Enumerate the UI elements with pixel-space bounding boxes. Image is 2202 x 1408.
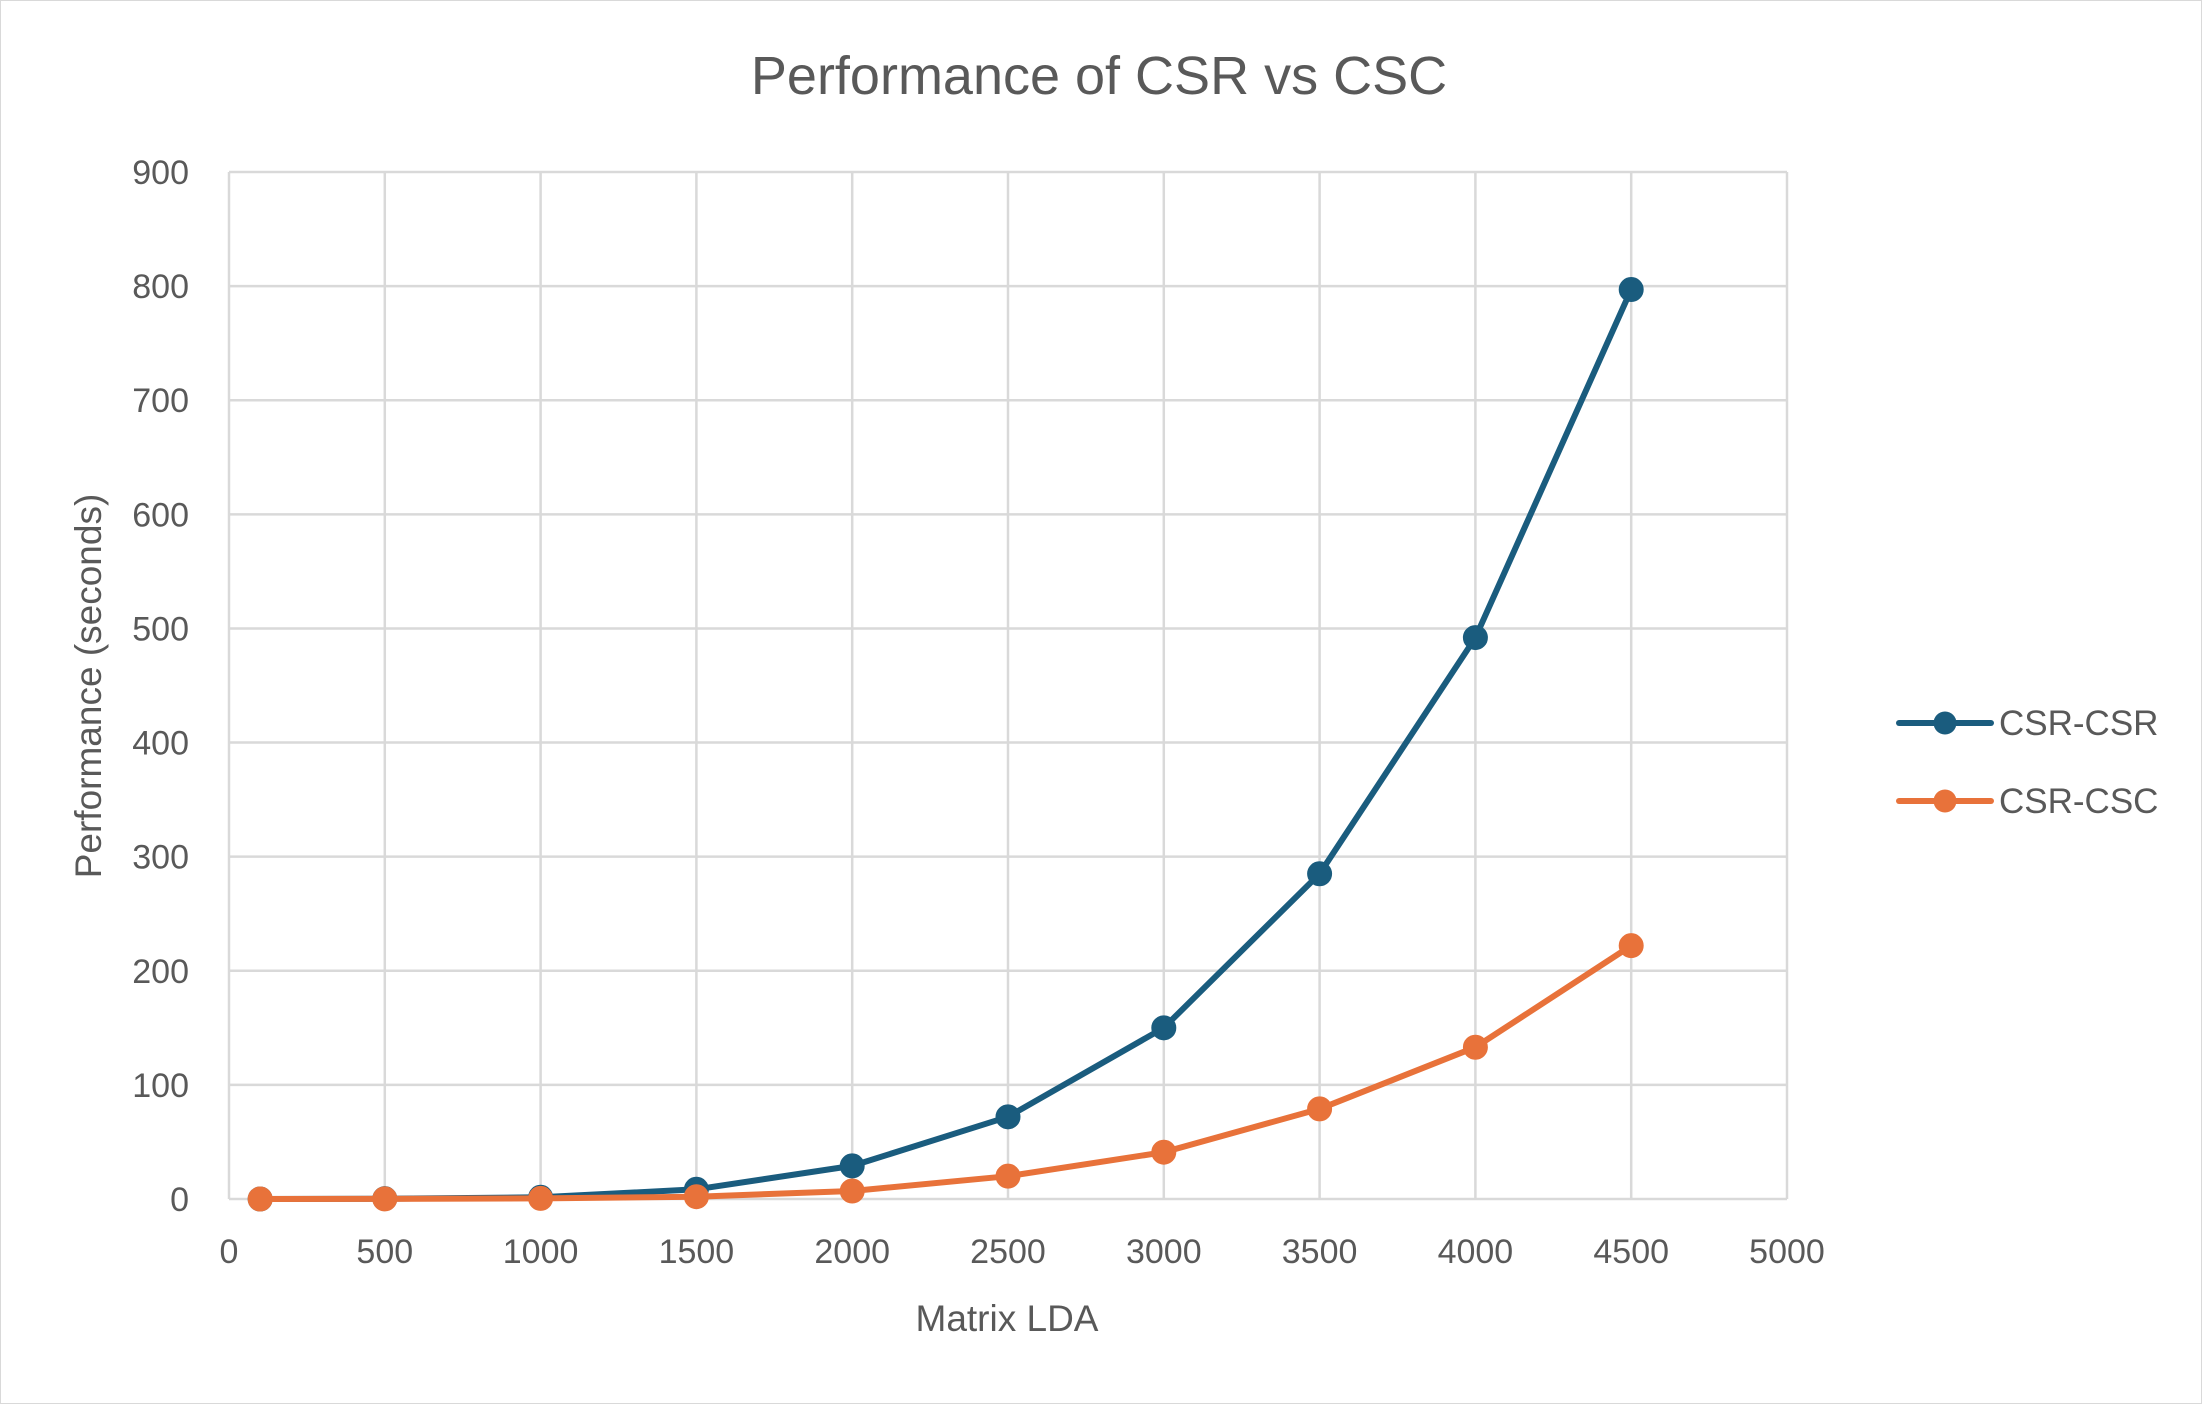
y-tick-label: 700: [132, 382, 189, 420]
legend-label: CSR-CSC: [1999, 782, 2158, 821]
y-tick-label: 300: [132, 839, 189, 877]
legend-item: CSR-CSR: [1896, 704, 2158, 743]
data-point: [839, 1153, 865, 1179]
legend: CSR-CSR CSR-CSC: [1896, 704, 2158, 821]
y-tick-label: 100: [132, 1067, 189, 1105]
x-tick-label: 5000: [1749, 1233, 1825, 1271]
grid: [227, 170, 1789, 1201]
y-tick-label: 800: [132, 268, 189, 306]
x-tick-label: 4500: [1593, 1233, 1669, 1271]
data-point: [1462, 625, 1488, 651]
x-tick-label: 3000: [1126, 1233, 1202, 1271]
data-point: [1618, 277, 1644, 303]
series-csr-csc: [247, 933, 1644, 1212]
series-csr-csr: [247, 277, 1644, 1212]
data-point: [372, 1186, 398, 1212]
x-axis-ticks: 0 500 1000 1500 2000 2500 3000 3500 4000 4500 5000: [220, 1233, 1825, 1271]
series-line: [257, 286, 1635, 1202]
data-point: [1151, 1139, 1177, 1165]
data-point: [1151, 1015, 1177, 1041]
data-point: [1307, 1096, 1333, 1122]
data-point: [1307, 861, 1333, 887]
y-tick-label: 500: [132, 610, 189, 648]
y-axis-ticks: 0 100 200 300 400 500 600 700 800 900: [132, 154, 189, 1219]
x-tick-label: 1000: [503, 1233, 579, 1271]
y-tick-label: 200: [132, 953, 189, 991]
data-point: [1462, 1034, 1488, 1060]
series-layer: [247, 277, 1644, 1212]
data-point: [247, 1186, 273, 1212]
y-tick-label: 900: [132, 154, 189, 192]
x-tick-label: 2000: [814, 1233, 890, 1271]
legend-swatch-marker: [1933, 789, 1957, 813]
y-tick-label: 0: [170, 1181, 189, 1219]
data-point: [528, 1185, 554, 1211]
data-point: [995, 1104, 1021, 1130]
y-tick-label: 600: [132, 496, 189, 534]
data-point: [1618, 933, 1644, 959]
x-tick-label: 2500: [970, 1233, 1046, 1271]
data-point: [995, 1163, 1021, 1189]
legend-item: CSR-CSC: [1896, 782, 2158, 821]
chart-title: Performance of CSR vs CSC: [751, 46, 1447, 106]
x-axis-title: Matrix LDA: [916, 1298, 1099, 1339]
legend-swatch-marker: [1933, 711, 1957, 735]
data-point: [839, 1178, 865, 1204]
y-axis-title: Performance (seconds): [68, 494, 109, 879]
data-point: [683, 1184, 709, 1210]
x-tick-label: 0: [220, 1233, 239, 1271]
x-tick-label: 1500: [659, 1233, 735, 1271]
legend-label: CSR-CSR: [1999, 704, 2158, 743]
y-tick-label: 400: [132, 725, 189, 763]
x-tick-label: 500: [356, 1233, 413, 1271]
x-tick-label: 4000: [1438, 1233, 1514, 1271]
series-line: [257, 942, 1635, 1202]
x-tick-label: 3500: [1282, 1233, 1358, 1271]
